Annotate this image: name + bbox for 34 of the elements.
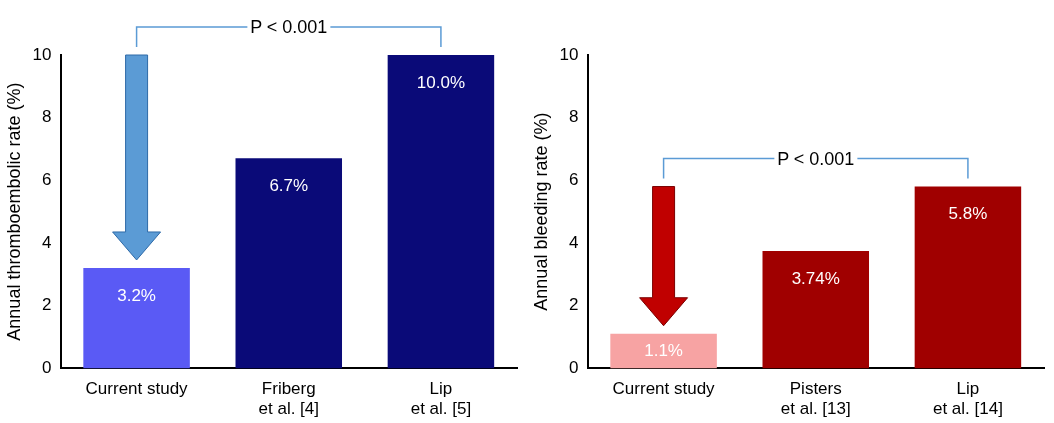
y-tick-label: 0 bbox=[42, 357, 52, 377]
y-tick-label: 8 bbox=[42, 107, 52, 127]
bar bbox=[610, 333, 717, 369]
data-label: 6.7% bbox=[269, 176, 309, 196]
y-tick-label: 2 bbox=[42, 295, 52, 315]
bar bbox=[387, 55, 495, 369]
bar bbox=[83, 267, 190, 369]
bar bbox=[235, 158, 343, 369]
y-tick-label: 2 bbox=[569, 295, 579, 315]
y-tick-label: 0 bbox=[569, 357, 579, 377]
data-label: 10.0% bbox=[416, 72, 466, 92]
bar bbox=[914, 186, 1022, 369]
y-tick-label: 8 bbox=[569, 107, 579, 127]
y-axis-title: Annual bleeding rate (%) bbox=[530, 112, 551, 311]
y-tick-label: 6 bbox=[42, 169, 52, 189]
data-label: 5.8% bbox=[948, 204, 988, 224]
y-axis-title: Annual thromboembolic rate (%) bbox=[3, 82, 24, 341]
x-tick-label: Lip et al. [5] bbox=[410, 379, 472, 419]
y-tick-label: 4 bbox=[569, 232, 579, 252]
annotation: P < 0.001 bbox=[774, 148, 858, 170]
x-tick-label: Lip et al. [14] bbox=[932, 379, 1003, 419]
x-tick-label: Current study bbox=[612, 379, 716, 399]
x-tick-label: Friberg et al. [4] bbox=[258, 379, 319, 419]
y-tick-label: 4 bbox=[42, 232, 52, 252]
data-label: 3.74% bbox=[791, 268, 840, 288]
bar bbox=[762, 251, 870, 369]
text: P < 0.001 bbox=[247, 16, 331, 38]
x-tick-label: Current study bbox=[85, 379, 189, 399]
y-tick-label: 10 bbox=[559, 44, 579, 64]
x-tick-label: Pisters et al. [13] bbox=[780, 379, 851, 419]
y-tick-label: 6 bbox=[569, 169, 579, 189]
y-tick-label: 10 bbox=[32, 44, 52, 64]
data-label: 3.2% bbox=[117, 285, 156, 305]
data-label: 1.1% bbox=[644, 340, 683, 360]
